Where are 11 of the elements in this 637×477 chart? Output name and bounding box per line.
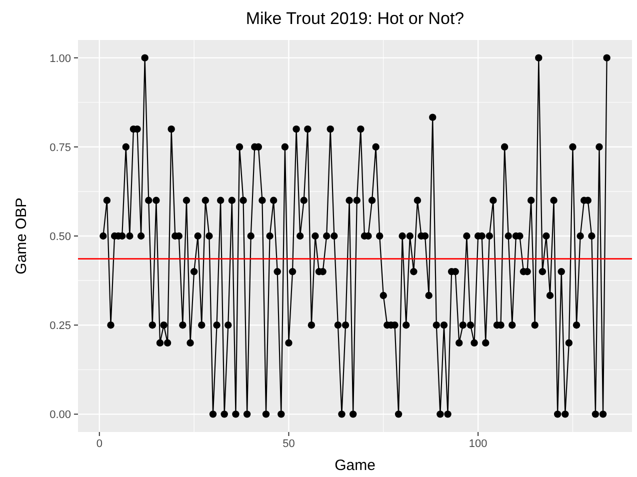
chart-title: Mike Trout 2019: Hot or Not? [246, 9, 464, 28]
y-tick-label: 0.25 [50, 320, 71, 332]
y-tick-label: 0.50 [50, 231, 71, 243]
y-tick-label: 0.75 [50, 142, 71, 154]
x-tick-label: 100 [468, 438, 488, 450]
x-tick-label: 0 [96, 438, 102, 450]
x-tick-label: 50 [282, 438, 295, 450]
y-axis-title: Game OBP [13, 198, 30, 274]
y-tick-label: 1.00 [50, 52, 71, 65]
y-tick-label: 0.00 [50, 409, 71, 422]
x-axis-title: Game [334, 457, 376, 474]
